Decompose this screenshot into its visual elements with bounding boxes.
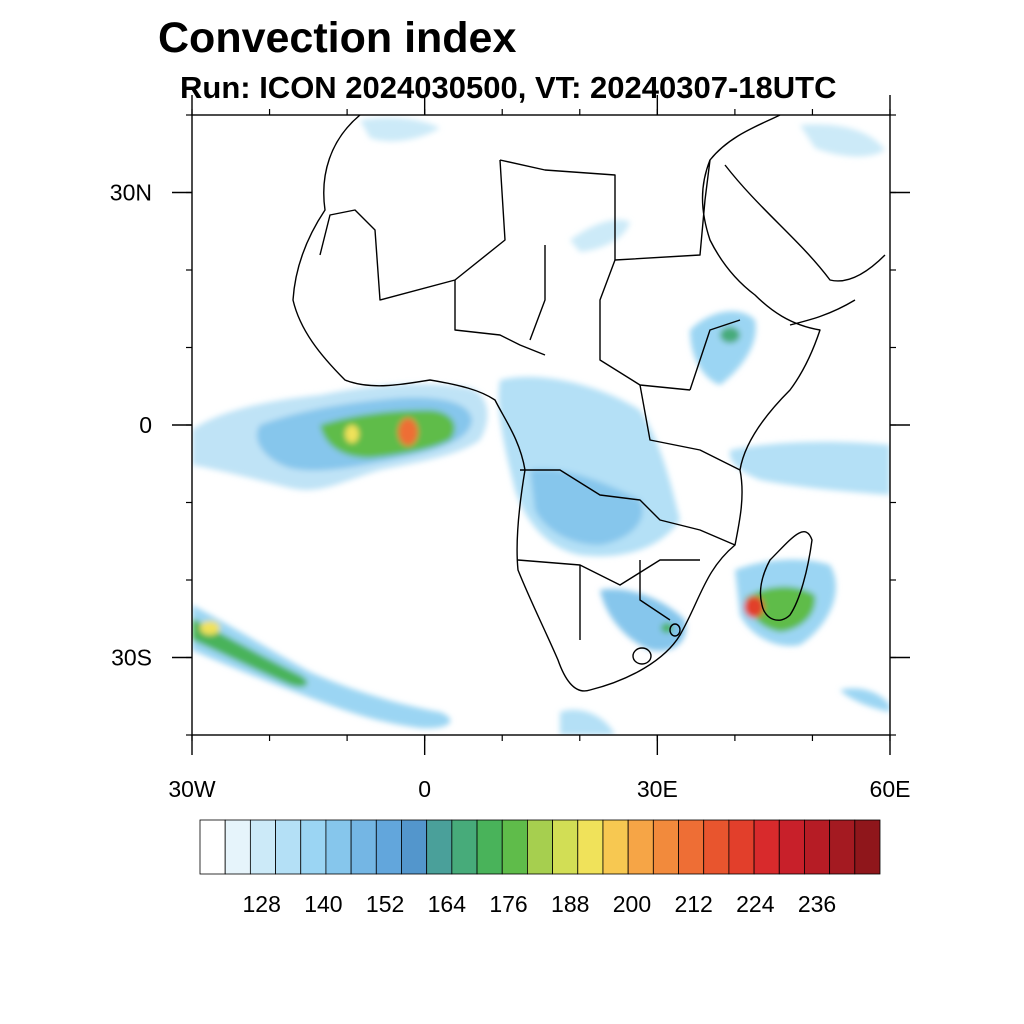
- colorbar-label: 176: [489, 891, 527, 917]
- lon-tick-label: 60E: [870, 776, 911, 802]
- colorbar-label: 140: [304, 891, 342, 917]
- lesotho: [632, 647, 652, 665]
- lon-tick-label: 0: [418, 776, 431, 802]
- colorbar-swatch: [275, 819, 302, 875]
- colorbar-swatch: [325, 819, 352, 875]
- colorbar-label: 212: [674, 891, 712, 917]
- colorbar-swatch: [829, 819, 856, 875]
- arabia-coast: [724, 164, 886, 326]
- colorbar-swatch: [527, 819, 553, 875]
- border-10: [689, 319, 741, 391]
- border-7: [517, 559, 700, 586]
- field-south-africa: [600, 589, 686, 651]
- colorbar-swatch: [375, 819, 402, 875]
- colorbar-swatch: [627, 819, 654, 875]
- border-6: [520, 469, 736, 546]
- colorbar-swatch: [426, 819, 453, 875]
- colorbar-swatch: [350, 819, 377, 875]
- colorbar-swatch: [778, 819, 805, 875]
- axis-tick-labels: 30W 0 30E 60E 30N 0 30S: [110, 180, 911, 803]
- field-south-africa-green: [661, 623, 673, 633]
- field-med: [360, 117, 440, 142]
- border-1: [319, 159, 506, 301]
- field-ethiopia-green: [720, 327, 740, 343]
- colorbar-swatch: [552, 819, 579, 875]
- field-congo-mid: [530, 469, 643, 545]
- border-8: [579, 560, 671, 640]
- colorbar-label: 128: [243, 891, 281, 917]
- field-arabia-north: [800, 124, 885, 157]
- colorbar-label: 188: [551, 891, 589, 917]
- field-madagascar-core: [744, 596, 764, 618]
- field-south-atlantic: [192, 605, 451, 729]
- convection-field: [192, 117, 890, 735]
- colorbar-swatch: [476, 819, 503, 875]
- border-11: [614, 159, 711, 261]
- axis-ticks: [172, 95, 910, 755]
- field-south-atlantic-core: [200, 621, 220, 635]
- colorbar-swatch: [703, 819, 730, 875]
- colorbar-swatch: [602, 819, 629, 875]
- chart-subtitle: Run: ICON 2024030500, VT: 20240307-18UTC: [180, 70, 837, 105]
- lon-tick-label: 30W: [168, 776, 216, 802]
- colorbar-label: 200: [613, 891, 651, 917]
- border-2: [499, 159, 616, 260]
- madagascar: [759, 531, 813, 621]
- colorbar-swatch: [753, 819, 780, 875]
- lat-tick-label: 0: [139, 412, 152, 438]
- colorbar-swatch: [451, 819, 478, 875]
- colorbar-label: 164: [428, 891, 467, 917]
- field-ethiopia: [690, 311, 756, 385]
- colorbar-label: 236: [798, 891, 836, 917]
- colorbar-swatch: [199, 819, 226, 875]
- colorbar-swatch: [728, 819, 755, 875]
- colorbar-swatch: [300, 819, 327, 875]
- border-9: [639, 384, 741, 471]
- field-se-corner: [840, 688, 890, 712]
- colorbar-swatch: [678, 819, 705, 875]
- colorbar-swatch: [249, 819, 276, 875]
- colorbar-swatch: [401, 819, 428, 875]
- africa-coastline: [292, 115, 821, 692]
- field-south-atlantic-green: [192, 618, 308, 687]
- border-5: [599, 259, 691, 391]
- colorbar-swatch: [804, 819, 831, 875]
- colorbar-swatch: [652, 819, 679, 875]
- colorbar-swatch: [577, 819, 604, 875]
- colorbar: [199, 819, 881, 875]
- field-guinea-core2: [345, 425, 359, 443]
- colorbar-swatch: [854, 819, 881, 875]
- field-guinea-green: [320, 410, 455, 458]
- colorbar-label: 224: [736, 891, 775, 917]
- border-3: [454, 280, 546, 356]
- field-southwest-streak: [560, 709, 615, 735]
- lon-tick-label: 30E: [637, 776, 678, 802]
- field-indian-ocean: [729, 441, 890, 495]
- eswatini: [669, 623, 681, 637]
- lat-tick-label: 30N: [110, 180, 152, 206]
- field-sahara-streak: [570, 219, 630, 252]
- colorbar-labels: 128 140 152 164 176 188 200 212 224 236: [243, 891, 837, 917]
- colorbar-swatch: [501, 819, 528, 875]
- colorbar-label: 152: [366, 891, 404, 917]
- border-4: [529, 245, 546, 341]
- field-guinea-core: [398, 418, 418, 446]
- coastlines-borders: [292, 115, 886, 692]
- lat-tick-label: 30S: [111, 645, 152, 671]
- chart-title: Convection index: [158, 14, 517, 62]
- colorbar-swatch: [224, 819, 251, 875]
